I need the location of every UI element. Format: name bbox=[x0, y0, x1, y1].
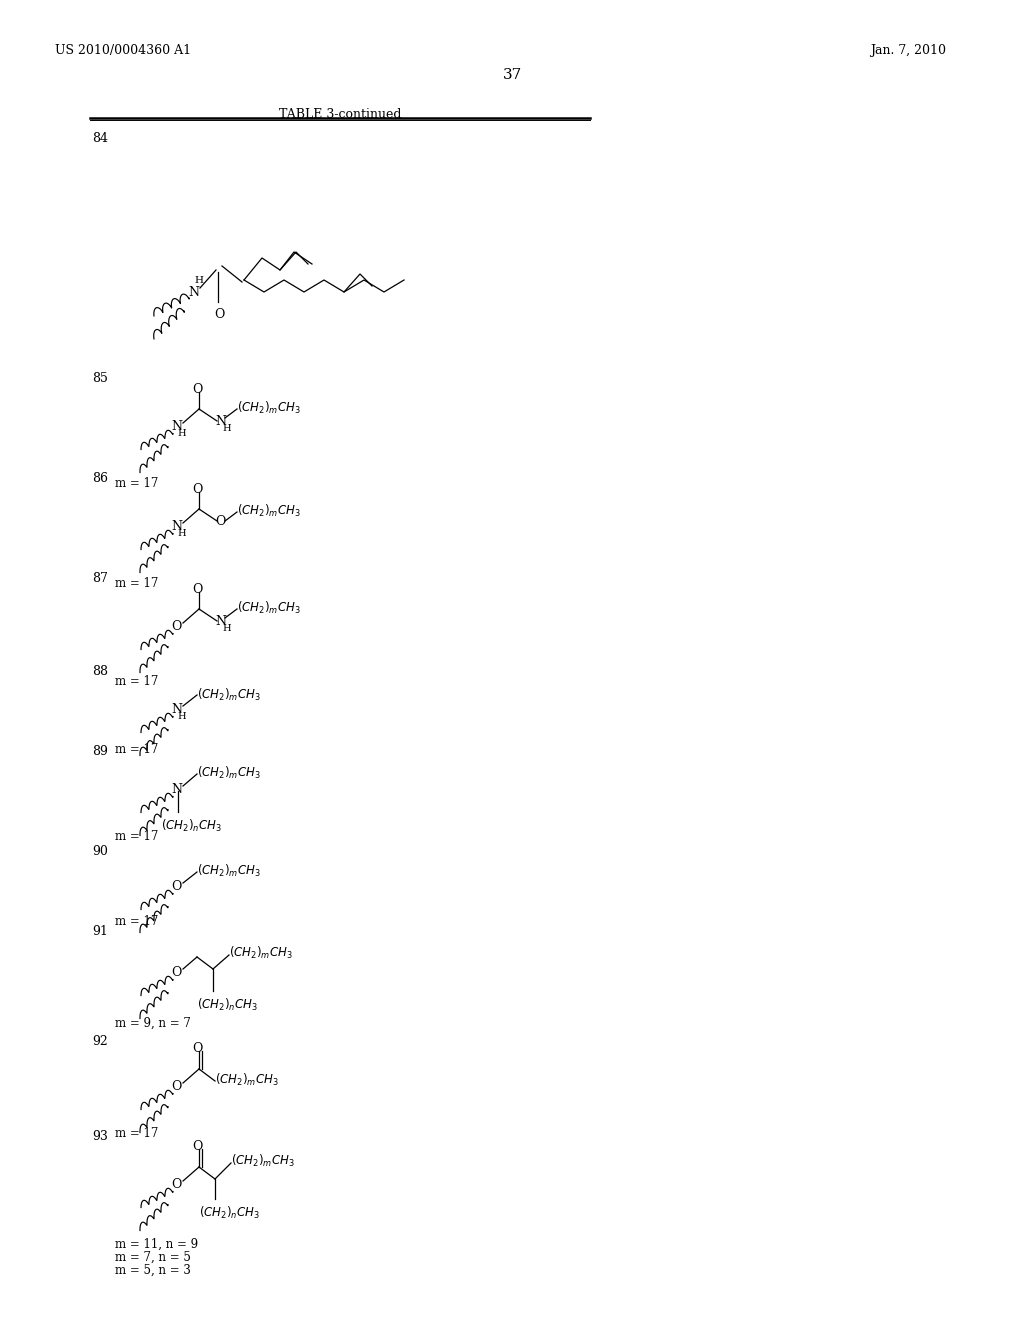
Text: $(CH_2)_mCH_3$: $(CH_2)_mCH_3$ bbox=[197, 863, 261, 879]
Text: 89: 89 bbox=[92, 744, 108, 758]
Text: O: O bbox=[193, 1140, 203, 1152]
Text: $(CH_2)_mCH_3$: $(CH_2)_mCH_3$ bbox=[215, 1072, 279, 1088]
Text: N: N bbox=[171, 783, 182, 796]
Text: O: O bbox=[171, 1177, 181, 1191]
Text: $(CH_2)_mCH_3$: $(CH_2)_mCH_3$ bbox=[229, 945, 293, 961]
Text: 84: 84 bbox=[92, 132, 108, 145]
Text: O: O bbox=[193, 583, 203, 597]
Text: 91: 91 bbox=[92, 925, 108, 939]
Text: 88: 88 bbox=[92, 665, 108, 678]
Text: m = 11, n = 9: m = 11, n = 9 bbox=[115, 1238, 198, 1251]
Text: 85: 85 bbox=[92, 372, 108, 385]
Text: O: O bbox=[171, 620, 181, 634]
Text: m = 9, n = 7: m = 9, n = 7 bbox=[115, 1016, 190, 1030]
Text: $(CH_2)_mCH_3$: $(CH_2)_mCH_3$ bbox=[197, 766, 261, 781]
Text: m = 17: m = 17 bbox=[115, 477, 159, 490]
Text: $(CH_2)_mCH_3$: $(CH_2)_mCH_3$ bbox=[237, 503, 301, 519]
Text: N: N bbox=[171, 520, 182, 533]
Text: $(CH_2)_mCH_3$: $(CH_2)_mCH_3$ bbox=[197, 686, 261, 704]
Text: N: N bbox=[171, 704, 182, 715]
Text: m = 17: m = 17 bbox=[115, 915, 159, 928]
Text: O: O bbox=[193, 483, 203, 496]
Text: 90: 90 bbox=[92, 845, 108, 858]
Text: 37: 37 bbox=[503, 69, 521, 82]
Text: $(CH_2)_mCH_3$: $(CH_2)_mCH_3$ bbox=[237, 400, 301, 416]
Text: $(CH_2)_mCH_3$: $(CH_2)_mCH_3$ bbox=[237, 601, 301, 616]
Text: H: H bbox=[194, 276, 203, 285]
Text: 93: 93 bbox=[92, 1130, 108, 1143]
Text: N: N bbox=[215, 414, 226, 428]
Text: H: H bbox=[222, 624, 230, 634]
Text: O: O bbox=[171, 880, 181, 894]
Text: H: H bbox=[177, 429, 185, 438]
Text: Jan. 7, 2010: Jan. 7, 2010 bbox=[870, 44, 946, 57]
Text: 86: 86 bbox=[92, 473, 108, 484]
Text: m = 17: m = 17 bbox=[115, 577, 159, 590]
Text: O: O bbox=[193, 383, 203, 396]
Text: $(CH_2)_nCH_3$: $(CH_2)_nCH_3$ bbox=[199, 1205, 260, 1221]
Text: $(CH_2)_mCH_3$: $(CH_2)_mCH_3$ bbox=[231, 1152, 295, 1170]
Text: O: O bbox=[215, 515, 225, 528]
Text: O: O bbox=[214, 308, 224, 321]
Text: m = 17: m = 17 bbox=[115, 1127, 159, 1140]
Text: m = 7, n = 5: m = 7, n = 5 bbox=[115, 1251, 190, 1265]
Text: N: N bbox=[188, 286, 199, 300]
Text: $(CH_2)_nCH_3$: $(CH_2)_nCH_3$ bbox=[161, 818, 222, 834]
Text: m = 17: m = 17 bbox=[115, 830, 159, 843]
Text: O: O bbox=[171, 1080, 181, 1093]
Text: TABLE 3-continued: TABLE 3-continued bbox=[279, 108, 401, 121]
Text: US 2010/0004360 A1: US 2010/0004360 A1 bbox=[55, 44, 191, 57]
Text: H: H bbox=[177, 529, 185, 539]
Text: N: N bbox=[215, 615, 226, 628]
Text: O: O bbox=[193, 1041, 203, 1055]
Text: 92: 92 bbox=[92, 1035, 108, 1048]
Text: 87: 87 bbox=[92, 572, 108, 585]
Text: O: O bbox=[171, 966, 181, 979]
Text: H: H bbox=[222, 424, 230, 433]
Text: m = 17: m = 17 bbox=[115, 675, 159, 688]
Text: m = 5, n = 3: m = 5, n = 3 bbox=[115, 1265, 190, 1276]
Text: H: H bbox=[177, 711, 185, 721]
Text: N: N bbox=[171, 420, 182, 433]
Text: m = 17: m = 17 bbox=[115, 743, 159, 756]
Text: $(CH_2)_nCH_3$: $(CH_2)_nCH_3$ bbox=[197, 997, 258, 1014]
